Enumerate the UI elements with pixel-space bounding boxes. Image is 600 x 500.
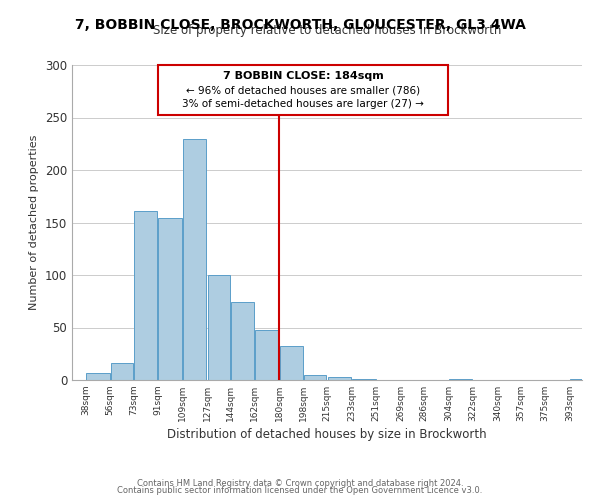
Bar bbox=[255, 330, 279, 380]
Bar bbox=[208, 275, 230, 380]
Text: 7, BOBBIN CLOSE, BROCKWORTH, GLOUCESTER, GL3 4WA: 7, BOBBIN CLOSE, BROCKWORTH, GLOUCESTER,… bbox=[74, 18, 526, 32]
Bar bbox=[134, 211, 157, 380]
Title: Size of property relative to detached houses in Brockworth: Size of property relative to detached ho… bbox=[153, 24, 501, 38]
Text: ← 96% of detached houses are smaller (786): ← 96% of detached houses are smaller (78… bbox=[186, 85, 420, 95]
X-axis label: Distribution of detached houses by size in Brockworth: Distribution of detached houses by size … bbox=[167, 428, 487, 441]
Bar bbox=[231, 302, 254, 380]
Text: Contains HM Land Registry data © Crown copyright and database right 2024.: Contains HM Land Registry data © Crown c… bbox=[137, 478, 463, 488]
Bar bbox=[111, 363, 133, 380]
Bar bbox=[280, 346, 303, 380]
Text: 3% of semi-detached houses are larger (27) →: 3% of semi-detached houses are larger (2… bbox=[182, 100, 424, 110]
Text: Contains public sector information licensed under the Open Government Licence v3: Contains public sector information licen… bbox=[118, 486, 482, 495]
Bar bbox=[183, 138, 206, 380]
Bar bbox=[86, 372, 110, 380]
Bar bbox=[352, 379, 376, 380]
FancyBboxPatch shape bbox=[158, 65, 448, 116]
Y-axis label: Number of detached properties: Number of detached properties bbox=[29, 135, 40, 310]
Bar bbox=[570, 379, 594, 380]
Bar bbox=[304, 375, 326, 380]
Text: 7 BOBBIN CLOSE: 184sqm: 7 BOBBIN CLOSE: 184sqm bbox=[223, 71, 383, 81]
Bar bbox=[449, 379, 472, 380]
Bar bbox=[328, 377, 351, 380]
Bar bbox=[158, 218, 182, 380]
